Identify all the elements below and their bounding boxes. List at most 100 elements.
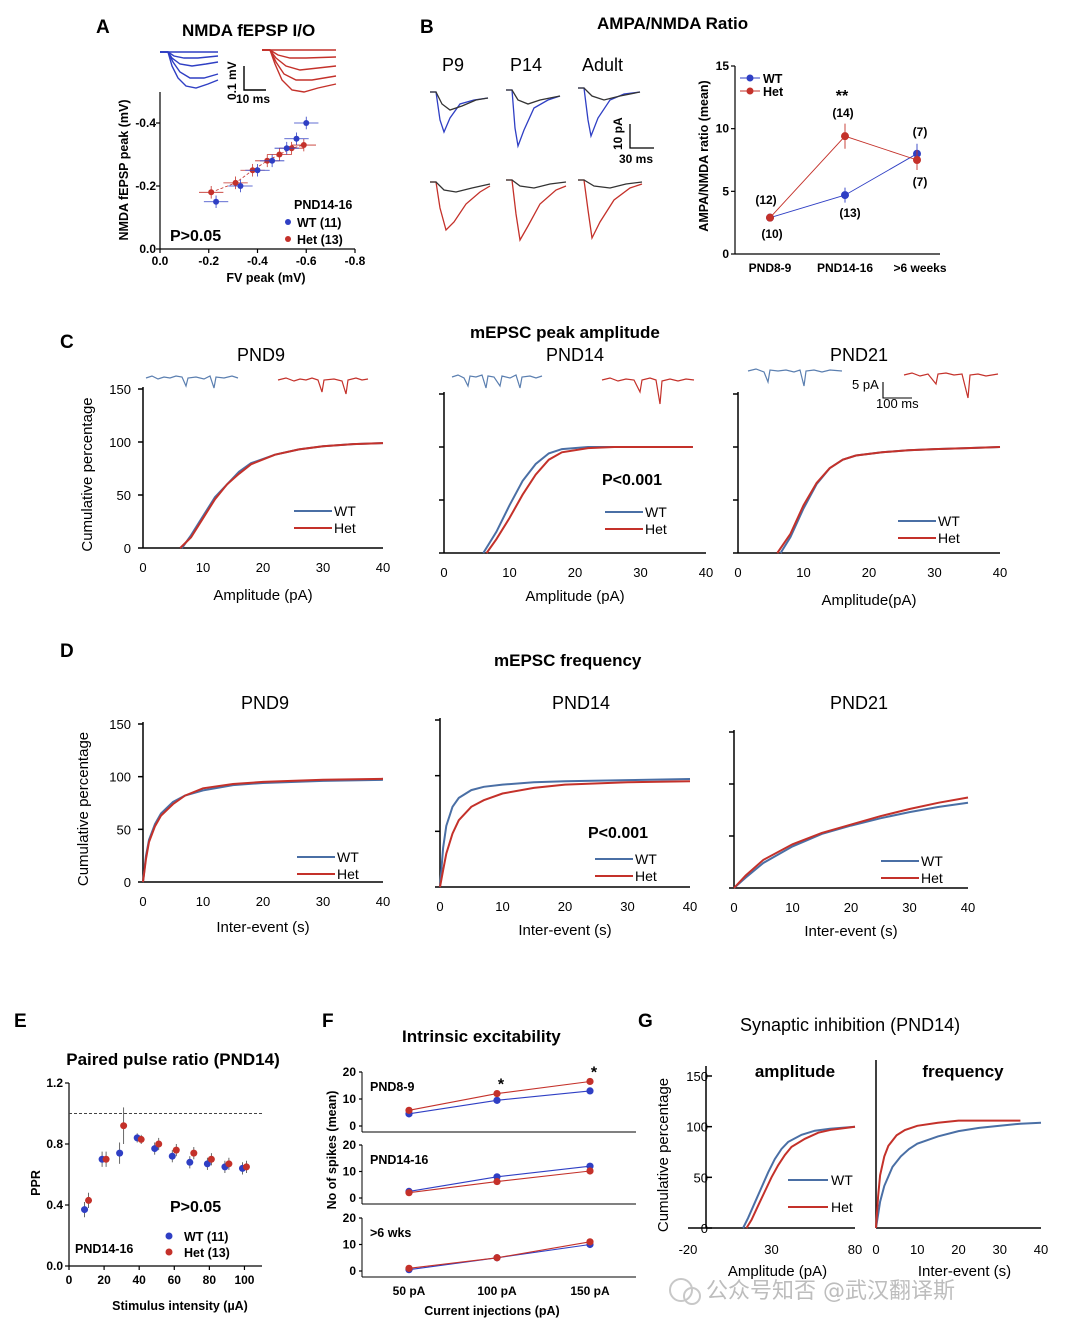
cdf-het <box>439 780 691 888</box>
b-point-het <box>913 156 921 164</box>
panel-d-title: mEPSC frequency <box>494 651 642 670</box>
e-point-het <box>85 1196 93 1204</box>
g-subplot-frequency: frequency 0 10 20 30 40 Inter-event (s) <box>872 1060 1048 1280</box>
legend-het: Het <box>921 870 943 886</box>
e-annotation: P>0.05 <box>170 1199 221 1216</box>
f-point-het <box>586 1077 594 1086</box>
f-y-tick-label: 10 <box>343 1165 357 1179</box>
a-point-het <box>276 151 283 158</box>
e-x-label: Stimulus intensity (µA) <box>112 1299 248 1313</box>
e-point-het <box>155 1140 163 1148</box>
f-line-het <box>408 1241 591 1269</box>
g-legend-wt: WT <box>831 1172 853 1188</box>
x-tick-label: 20 <box>844 900 858 915</box>
panel-a: A NMDA fEPSP I/O 0.1 mV 10 ms 0.0 -0.2 -0.… <box>96 17 366 285</box>
x-label: Inter-event (s) <box>804 923 897 940</box>
b-point-wt <box>841 191 849 200</box>
legend-wt: WT <box>938 513 960 529</box>
g-x-tick-label: 40 <box>1034 1242 1048 1257</box>
panel-g: G Synaptic inhibition (PND14) Cumulative… <box>638 1011 1048 1280</box>
panel-f-title: Intrinsic excitability <box>402 1027 561 1046</box>
e-y-tick-label: 1.2 <box>46 1076 63 1090</box>
e-x-tick-label: 0 <box>66 1273 73 1287</box>
panel-e: E Paired pulse ratio (PND14) 0.0 0.4 0.8 1.2… <box>14 1011 280 1313</box>
f-point-het <box>586 1238 594 1246</box>
g-x-tick-label: 10 <box>910 1242 924 1257</box>
x-tick-label: 0 <box>734 565 741 580</box>
legend-het: Het <box>635 868 657 884</box>
cdf-het <box>179 442 384 549</box>
a-x-tick-label: -0.2 <box>198 254 219 268</box>
x-tick-label: 0 <box>440 565 447 580</box>
f-point-het <box>493 1254 501 1262</box>
legend-het: Het <box>334 520 356 536</box>
panel-c-label: C <box>60 332 74 353</box>
panel-a-scale-bar: 0.1 mV 10 ms <box>225 61 270 106</box>
legend-het: Het <box>337 866 359 882</box>
panel-c-scale-i: 5 pA <box>852 377 879 392</box>
panel-c-scale-t: 100 ms <box>876 396 919 411</box>
panel-a-scale-v: 0.1 mV <box>225 61 239 100</box>
g-x-label: Inter-event (s) <box>918 1263 1011 1280</box>
g-x-tick-label: 30 <box>764 1242 778 1257</box>
x-tick-label: 30 <box>633 565 647 580</box>
a-point-wt <box>213 198 220 205</box>
a-point-wt <box>283 145 290 152</box>
g-y-label: Cumulative percentage <box>655 1078 672 1232</box>
x-tick-label: 20 <box>256 894 270 909</box>
g-x-tick-label: 30 <box>993 1242 1007 1257</box>
y-tick-label: 150 <box>109 382 131 397</box>
legend-het: Het <box>645 521 667 537</box>
legend-het: Het <box>938 530 960 546</box>
g-subplot-title: amplitude <box>755 1062 835 1081</box>
watermark-text: 公众号知否 @武汉翻译斯 <box>706 1279 955 1304</box>
x-tick-label: 40 <box>699 565 713 580</box>
x-tick-label: 20 <box>862 565 876 580</box>
cdf-wt <box>439 778 691 888</box>
x-tick-label: 40 <box>376 894 390 909</box>
e-point-het <box>102 1155 110 1163</box>
e-legend-het-marker <box>165 1248 173 1256</box>
g-x-tick-label: 20 <box>951 1242 965 1257</box>
x-tick-label: 30 <box>316 560 330 575</box>
e-y-tick-label: 0.4 <box>46 1198 63 1212</box>
f-x-tick-label: 50 pA <box>393 1284 426 1298</box>
subplot-title: PND9 <box>237 345 285 365</box>
panel-b-plot: 0 5 10 15 PND8-9 PND14-16 >6 weeks AMPA/NMDA ra… <box>697 59 947 275</box>
x-tick-label: 40 <box>683 899 697 914</box>
cdf-wt <box>482 446 693 554</box>
a-y-label: NMDA fEPSP peak (mV) <box>117 99 131 240</box>
b-significance: ** <box>836 88 849 105</box>
x-label: Amplitude (pA) <box>525 588 624 605</box>
f-y-tick-label: 0 <box>349 1119 356 1133</box>
y-tick-label: 50 <box>117 822 131 837</box>
panel-f-label: F <box>322 1011 334 1032</box>
a-point-wt <box>293 135 300 142</box>
y-tick-label: 100 <box>109 435 131 450</box>
b-legend-het-marker <box>746 87 754 95</box>
f-subplot-0: 0 10 20 PND8-9 * * <box>343 1064 636 1133</box>
subplot-pnd9: PND9 0 50 100 150 0 10 20 30 40 Amplitude (pA) Cumu… <box>79 345 390 604</box>
g-cdf-wt <box>742 1125 856 1229</box>
g-y-tick-label: 50 <box>694 1170 708 1185</box>
x-tick-label: 20 <box>256 560 270 575</box>
x-tick-label: 30 <box>620 899 634 914</box>
panel-g-title: Synaptic inhibition (PND14) <box>740 1015 960 1035</box>
a-legend-het-marker <box>285 236 291 242</box>
e-x-tick-label: 60 <box>168 1273 182 1287</box>
legend-wt: WT <box>337 849 359 865</box>
panel-f: F Intrinsic excitability 0 10 20 PND8-9 * * 0 1… <box>322 1011 636 1318</box>
e-point-het <box>120 1122 128 1130</box>
e-point-wt <box>186 1158 194 1166</box>
wechat-icon <box>669 1278 693 1302</box>
a-x-tick-label: 0.0 <box>152 254 169 268</box>
b-point-het <box>766 213 774 222</box>
legend-wt: WT <box>921 853 943 869</box>
e-legend-wt-marker <box>165 1232 173 1240</box>
panel-g-plots: Cumulative percentageamplitude050100150-… <box>655 1060 1048 1280</box>
e-point-wt <box>168 1152 176 1160</box>
panel-a-het-traces <box>262 49 337 93</box>
x-label: Amplitude (pA) <box>213 587 312 604</box>
panel-b-age-p14: P14 <box>510 55 542 75</box>
